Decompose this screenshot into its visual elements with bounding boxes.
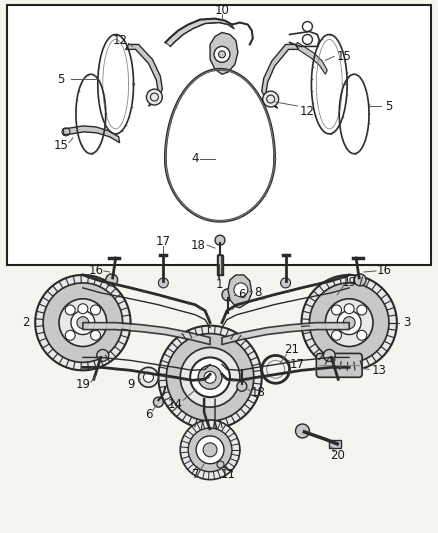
Circle shape <box>190 358 230 397</box>
Polygon shape <box>165 19 234 46</box>
Polygon shape <box>63 126 120 143</box>
Polygon shape <box>222 322 349 344</box>
Bar <box>7 5 431 265</box>
Circle shape <box>263 91 279 107</box>
Circle shape <box>144 373 153 382</box>
Text: 6: 6 <box>238 288 246 301</box>
Circle shape <box>354 274 366 286</box>
Polygon shape <box>210 33 238 74</box>
Text: 19: 19 <box>342 277 357 289</box>
Text: 13: 13 <box>371 364 386 377</box>
Circle shape <box>357 330 367 340</box>
Text: 20: 20 <box>330 449 345 462</box>
Text: 8: 8 <box>254 286 261 300</box>
Text: 16: 16 <box>88 264 103 278</box>
Text: 16: 16 <box>376 264 392 278</box>
Circle shape <box>332 330 342 340</box>
Circle shape <box>153 397 163 407</box>
Circle shape <box>78 304 88 314</box>
Text: 4: 4 <box>191 152 199 165</box>
Circle shape <box>159 278 168 288</box>
Text: 15: 15 <box>337 50 352 63</box>
Circle shape <box>301 275 397 370</box>
Text: 14: 14 <box>168 398 183 410</box>
Circle shape <box>219 51 226 58</box>
Circle shape <box>343 317 355 329</box>
Text: 12: 12 <box>300 106 315 118</box>
Circle shape <box>106 274 118 286</box>
Circle shape <box>325 299 373 346</box>
Bar <box>217 255 223 275</box>
Circle shape <box>146 89 162 105</box>
Circle shape <box>222 289 234 301</box>
Bar <box>329 440 341 448</box>
Circle shape <box>59 299 107 346</box>
Circle shape <box>281 278 290 288</box>
Text: 6: 6 <box>145 408 152 421</box>
Circle shape <box>237 381 247 391</box>
Circle shape <box>337 311 361 335</box>
Circle shape <box>203 443 217 457</box>
Polygon shape <box>262 44 298 108</box>
Circle shape <box>77 317 89 329</box>
Circle shape <box>180 348 240 407</box>
Text: 15: 15 <box>53 139 68 152</box>
Polygon shape <box>126 44 162 106</box>
Circle shape <box>65 330 75 340</box>
Text: 17: 17 <box>290 358 305 371</box>
Polygon shape <box>228 275 252 308</box>
Circle shape <box>166 334 254 421</box>
Text: 18: 18 <box>250 386 265 399</box>
Circle shape <box>188 428 232 472</box>
Circle shape <box>357 305 367 315</box>
Circle shape <box>91 305 100 315</box>
Text: 1: 1 <box>215 278 223 292</box>
Circle shape <box>91 330 100 340</box>
Text: 5: 5 <box>385 100 392 112</box>
Circle shape <box>214 46 230 62</box>
Polygon shape <box>294 43 327 74</box>
Circle shape <box>196 436 224 464</box>
Text: 17: 17 <box>156 235 171 248</box>
Circle shape <box>332 305 342 315</box>
Text: 2: 2 <box>22 316 30 329</box>
Circle shape <box>344 304 354 314</box>
Circle shape <box>215 235 225 245</box>
FancyBboxPatch shape <box>316 353 362 377</box>
Circle shape <box>43 283 123 362</box>
Circle shape <box>138 367 159 387</box>
Circle shape <box>159 326 262 429</box>
Text: 7: 7 <box>192 468 200 481</box>
Circle shape <box>198 365 222 389</box>
Circle shape <box>35 275 131 370</box>
Text: 9: 9 <box>127 378 134 391</box>
Text: 5: 5 <box>57 72 65 86</box>
Text: 11: 11 <box>220 468 236 481</box>
Circle shape <box>234 283 248 297</box>
Circle shape <box>296 424 309 438</box>
Text: 10: 10 <box>215 4 230 17</box>
Circle shape <box>309 283 389 362</box>
Circle shape <box>97 350 109 361</box>
Polygon shape <box>83 322 210 344</box>
Text: 12: 12 <box>113 34 128 47</box>
Circle shape <box>180 420 240 480</box>
Circle shape <box>65 305 75 315</box>
Text: 3: 3 <box>403 316 410 329</box>
Circle shape <box>204 372 216 383</box>
Text: 19: 19 <box>75 378 90 391</box>
Circle shape <box>323 350 335 361</box>
Circle shape <box>71 311 95 335</box>
Text: 18: 18 <box>191 239 205 252</box>
Text: 21: 21 <box>284 343 299 356</box>
